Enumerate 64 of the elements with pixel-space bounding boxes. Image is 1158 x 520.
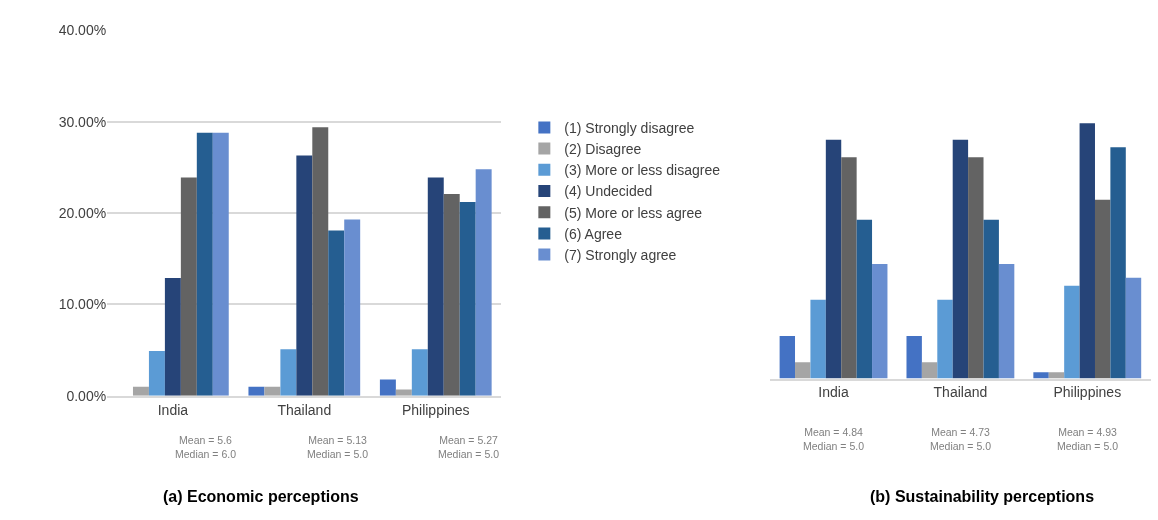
bar <box>411 349 428 396</box>
bar <box>906 335 922 379</box>
legend-label: (4) Undecided <box>564 183 653 200</box>
text: (a) Economic perceptions <box>163 488 359 505</box>
legend-label: (7) Strongly agree <box>564 247 677 264</box>
bar <box>148 351 165 396</box>
bar <box>1110 147 1126 379</box>
y-tick-label: 20.00% <box>58 204 107 221</box>
bar <box>1064 285 1080 379</box>
bar <box>1094 199 1111 379</box>
legend-label: (2) Disagree <box>564 141 642 158</box>
bar <box>1079 123 1095 379</box>
x-tick-label: India <box>818 384 849 401</box>
text: (b) Sustainability perceptions <box>870 488 1095 505</box>
bar <box>379 379 396 396</box>
legend-label: (3) More or less disagree <box>564 162 721 179</box>
x-tick-label: Thailand <box>277 401 332 418</box>
bar <box>459 202 476 396</box>
bar <box>296 155 313 396</box>
bar <box>983 219 999 379</box>
bar <box>164 277 181 396</box>
bar <box>328 230 345 396</box>
x-tick-label: Philippines <box>401 401 470 418</box>
bar <box>1033 372 1049 379</box>
bar <box>395 389 412 396</box>
legend-label: (6) Agree <box>564 225 623 242</box>
bar <box>1125 277 1142 379</box>
bar <box>344 219 361 396</box>
y-tick-label: 10.00% <box>58 296 107 313</box>
bar <box>825 139 842 379</box>
bar <box>921 362 938 379</box>
text: Mean = 4.73 Median = 5.0 <box>930 426 992 452</box>
x-tick-label: Philippines <box>1053 384 1122 401</box>
bar <box>795 362 811 379</box>
bar <box>427 177 444 396</box>
text: Mean = 5.27 Median = 5.0 <box>438 434 500 460</box>
text: Mean = 5.13 Median = 5.0 <box>307 434 369 460</box>
bar <box>872 263 888 379</box>
bar <box>810 299 826 379</box>
bar <box>475 169 492 396</box>
y-tick-label: 0.00% <box>66 387 107 404</box>
bar <box>841 157 857 379</box>
y-tick-label: 30.00% <box>58 113 107 130</box>
bar <box>937 299 953 379</box>
bar <box>180 177 197 396</box>
bar <box>1048 372 1065 379</box>
x-tick-label: India <box>157 401 189 418</box>
y-tick-label: 40.00% <box>58 22 107 39</box>
legend-label: (5) More or less agree <box>564 204 703 221</box>
legend-label: (1) Strongly disagree <box>564 119 695 136</box>
x-tick-label: Thailand <box>933 384 988 401</box>
bar <box>196 132 213 396</box>
bar <box>312 127 329 396</box>
bar <box>952 139 969 379</box>
text: Mean = 4.84 Median = 5.0 <box>803 426 865 452</box>
bar <box>968 157 984 379</box>
bar <box>212 132 229 396</box>
text: Mean = 5.6 Median = 6.0 <box>175 434 237 460</box>
bar <box>998 263 1015 379</box>
bar <box>280 349 297 396</box>
bar <box>856 219 873 379</box>
bar <box>779 335 796 379</box>
bar <box>443 193 460 396</box>
text: Mean = 4.93 Median = 5.0 <box>1057 426 1119 452</box>
